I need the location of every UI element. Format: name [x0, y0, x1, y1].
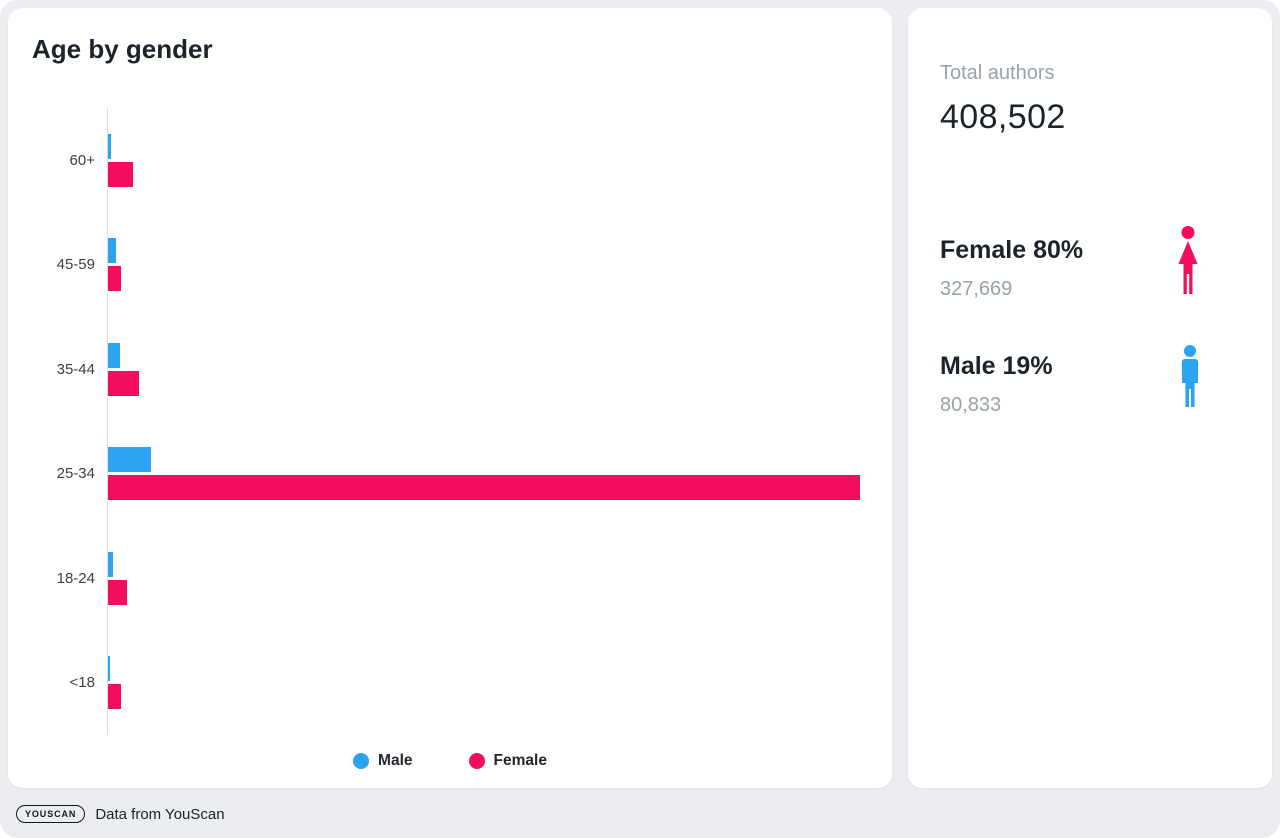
bar-group [107, 108, 860, 213]
male-percent-label: Male 19% [940, 352, 1053, 380]
chart-row: 35-44 [20, 317, 860, 422]
bar-female-18-24[interactable] [108, 579, 128, 605]
bar-female-35-44[interactable] [108, 370, 140, 396]
bar-male-<18[interactable] [108, 656, 111, 682]
bar-female-45-59[interactable] [108, 266, 122, 292]
bar-group [107, 630, 860, 735]
chart-row: 45-59 [20, 212, 860, 317]
age-by-gender-card: Age by gender 60+ 45-59 35-44 25-34 18-24 <18… [8, 8, 892, 788]
attribution-footer: YOUSCAN Data from YouScan [16, 800, 225, 828]
bar-group [107, 421, 860, 526]
man-icon [1178, 345, 1202, 412]
legend-dot [468, 753, 485, 769]
chart-plot-area: 60+ 45-59 35-44 25-34 18-24 <18 [20, 108, 860, 735]
male-stat: Male 19% 80,833 [940, 352, 1053, 417]
legend-dot [353, 753, 370, 769]
chart-title: Age by gender [32, 34, 213, 64]
legend-item-female[interactable]: Female [468, 752, 547, 770]
female-count: 327,669 [940, 278, 1013, 300]
bar-group [107, 526, 860, 631]
bar-group [107, 212, 860, 317]
attribution-text: Data from YouScan [95, 805, 225, 823]
bar-group [107, 317, 860, 422]
legend-label: Female [493, 752, 547, 769]
category-label: 45-59 [56, 256, 95, 274]
category-label: 25-34 [56, 465, 95, 483]
authors-summary-card: Total authors 408,502 Female 80% 327,669… [908, 8, 1272, 788]
chart-legend: Male Female [8, 752, 892, 770]
bar-male-18-24[interactable] [108, 551, 113, 577]
legend-label: Male [378, 752, 413, 769]
female-percent-label: Female 80% [940, 236, 1084, 264]
total-authors-value: 408,502 [940, 98, 1066, 136]
legend-item-male[interactable]: Male [353, 752, 413, 770]
bar-male-35-44[interactable] [108, 342, 120, 368]
bar-female-<18[interactable] [108, 684, 122, 710]
chart-row: <18 [20, 630, 860, 735]
chart-row: 18-24 [20, 526, 860, 631]
female-stat: Female 80% 327,669 [940, 236, 1083, 301]
category-label: 18-24 [56, 569, 95, 587]
male-count: 80,833 [940, 394, 1002, 416]
chart-row: 25-34 [20, 421, 860, 526]
woman-icon [1174, 226, 1202, 299]
category-label: <18 [69, 674, 95, 692]
bar-male-45-59[interactable] [108, 238, 117, 264]
bar-male-25-34[interactable] [108, 447, 152, 473]
chart-row: 60+ [20, 108, 860, 213]
total-authors-label: Total authors [940, 62, 1055, 84]
youscan-logo[interactable]: YOUSCAN [16, 805, 86, 823]
category-label: 35-44 [56, 360, 95, 378]
bar-female-60+[interactable] [108, 161, 134, 187]
bar-female-25-34[interactable] [108, 475, 860, 501]
category-label: 60+ [69, 151, 95, 169]
bar-male-60+[interactable] [108, 133, 111, 159]
